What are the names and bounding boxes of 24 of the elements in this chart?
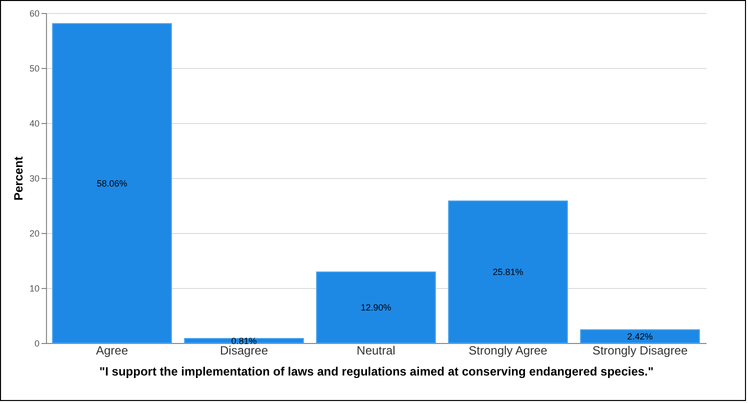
y-tick-label: 60	[29, 8, 40, 18]
y-tick-label: 20	[29, 228, 40, 238]
x-tick-label: Neutral	[356, 344, 396, 358]
data-label: 12.90%	[360, 302, 392, 313]
data-label: 0.81%	[231, 336, 257, 346]
y-tick-label: 40	[29, 118, 40, 128]
x-tick-label: Agree	[96, 344, 128, 358]
y-tick-label: 30	[29, 174, 40, 184]
data-label: 58.06%	[96, 178, 128, 188]
bar	[184, 338, 304, 344]
y-tick-label: 0	[34, 338, 40, 348]
data-label: 2.42%	[627, 331, 653, 342]
data-label: 25.81%	[492, 267, 524, 278]
x-axis-title: "I support the implementation of laws and regulations aimed at conserving endangered species."	[99, 364, 654, 378]
x-tick-label: Strongly Agree	[468, 344, 548, 358]
bar	[448, 200, 568, 344]
y-tick-label: 50	[29, 64, 40, 74]
y-tick-label: 10	[29, 284, 40, 294]
bar	[52, 23, 172, 344]
bar	[316, 272, 436, 344]
bar	[580, 329, 700, 344]
x-tick-label: Strongly Disagree	[592, 344, 688, 358]
x-tick-label: Disagree	[220, 344, 268, 358]
y-axis-title: Percent	[11, 156, 26, 201]
